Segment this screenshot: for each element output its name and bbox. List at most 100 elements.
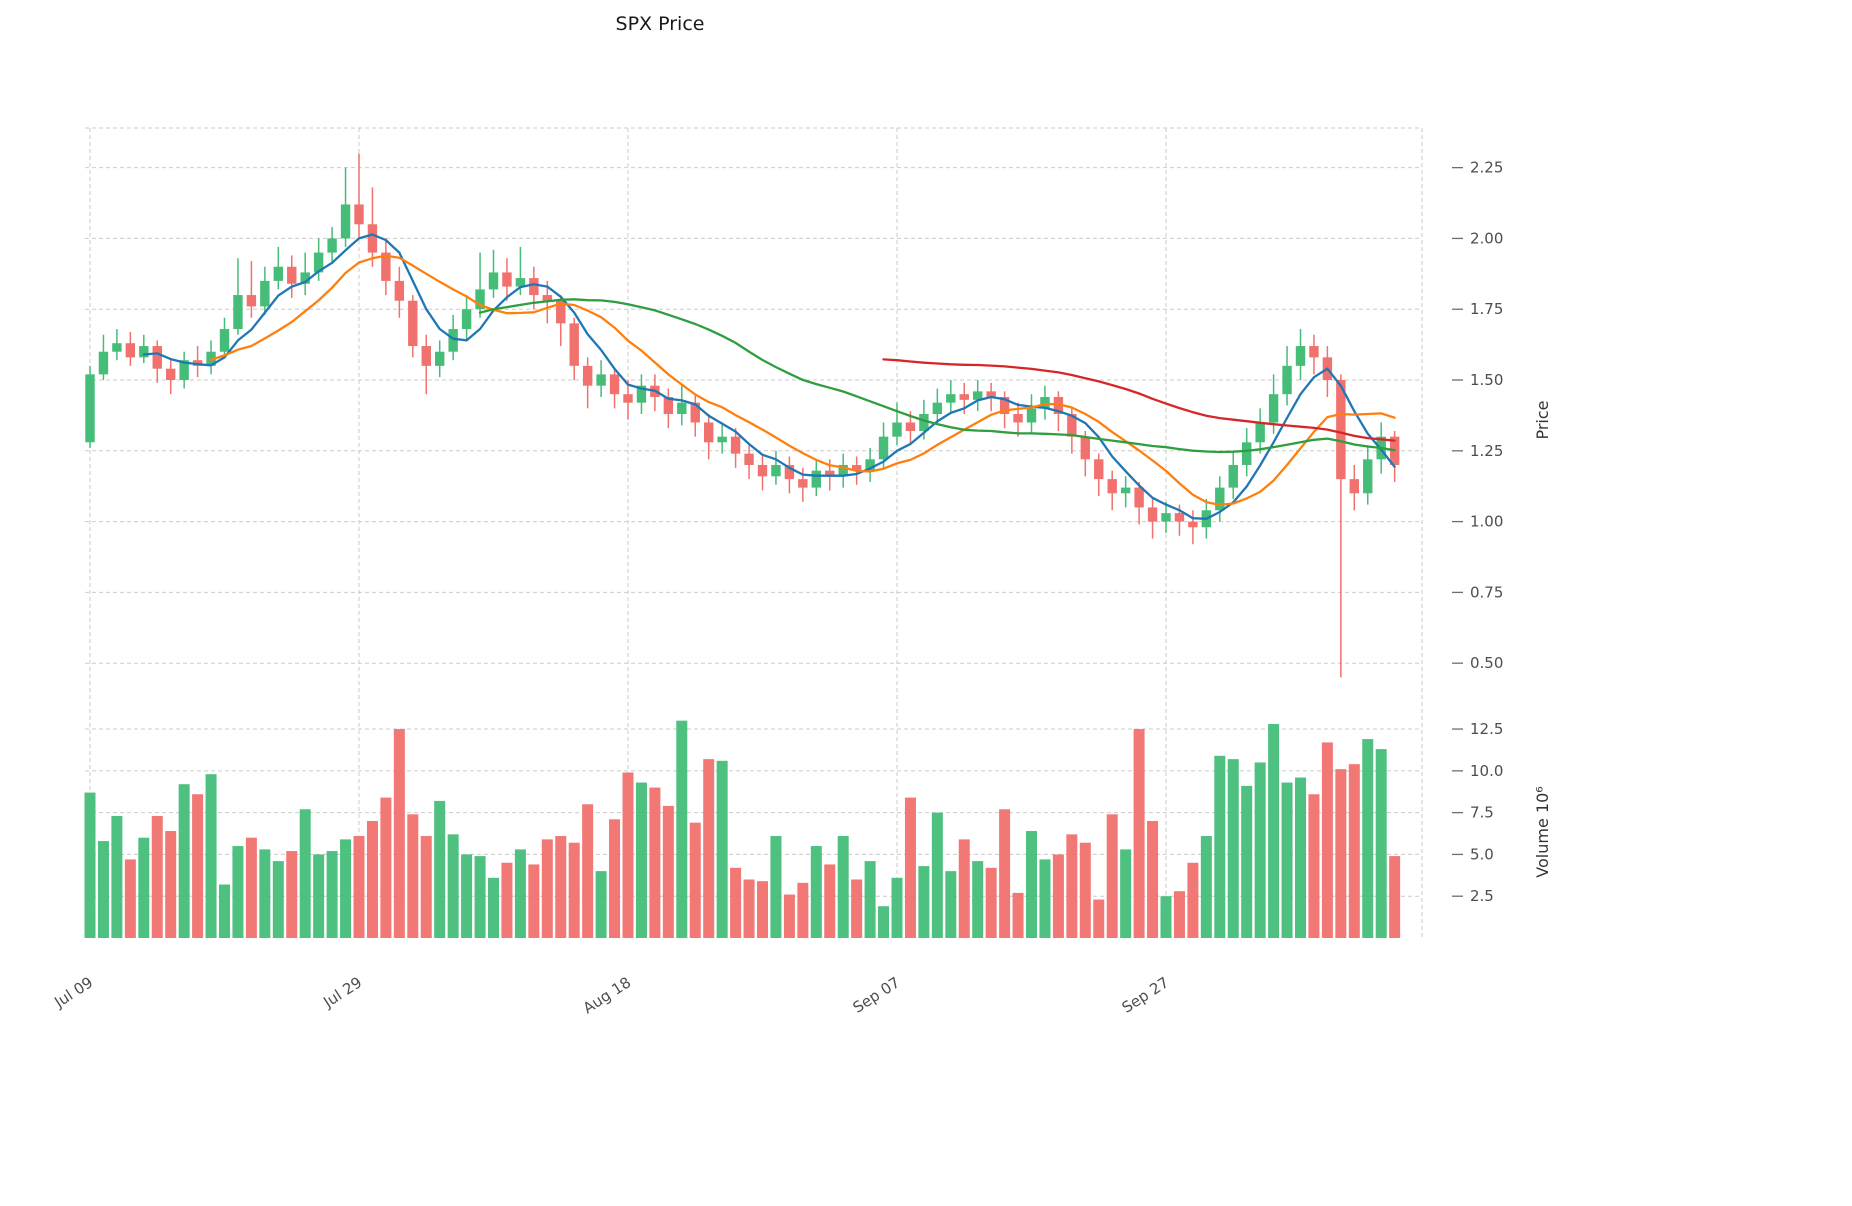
- candle-body: [569, 323, 579, 366]
- candle-body: [529, 278, 539, 296]
- volume-bar: [716, 760, 728, 938]
- candle-body: [1161, 513, 1171, 522]
- volume-bar: [568, 842, 580, 938]
- volume-bar: [1066, 834, 1078, 938]
- volume-bar: [1241, 785, 1253, 938]
- candle-body: [663, 397, 674, 414]
- moving-average-lines: [142, 233, 1396, 520]
- volume-bar: [958, 839, 970, 938]
- candle-body: [435, 351, 445, 366]
- candle-body: [717, 436, 727, 443]
- volume-bar: [649, 787, 661, 938]
- volume-bar: [689, 822, 701, 938]
- candle-body: [515, 278, 526, 287]
- volume-bar: [622, 772, 634, 938]
- candle-body: [1053, 397, 1064, 414]
- volume-tick-label: 5.0: [1470, 845, 1494, 863]
- volume-bar: [1362, 739, 1374, 938]
- candle-body: [152, 346, 162, 369]
- candle-body: [1094, 459, 1104, 480]
- volume-bar: [84, 792, 96, 938]
- candle-body: [85, 374, 95, 443]
- candle-body: [1228, 464, 1238, 488]
- volume-bar: [824, 864, 836, 938]
- volume-bar: [904, 797, 916, 938]
- volume-bar: [1187, 862, 1199, 938]
- volume-bar: [662, 805, 674, 938]
- volume-bar: [770, 836, 782, 938]
- volume-bar: [165, 831, 177, 938]
- candle-body: [461, 309, 472, 330]
- candle-body: [179, 360, 189, 381]
- volume-bar: [945, 871, 957, 938]
- volume-bar: [1268, 724, 1280, 938]
- candle-body: [811, 470, 821, 488]
- volume-bar: [313, 854, 325, 938]
- candle-body: [219, 329, 230, 352]
- candle-body: [1242, 442, 1252, 465]
- volume-series: [84, 720, 1401, 938]
- volume-bar: [1012, 892, 1024, 938]
- volume-bar: [1335, 769, 1347, 938]
- candle-body: [287, 266, 297, 284]
- volume-bar: [1389, 856, 1401, 938]
- volume-bar: [1227, 759, 1239, 938]
- x-tick-label: Jul 29: [319, 973, 365, 1011]
- candle-body: [381, 252, 391, 281]
- volume-bar: [676, 720, 688, 938]
- candle-body: [1215, 487, 1225, 511]
- ma-line-5: [142, 233, 1396, 520]
- volume-bar: [730, 867, 742, 938]
- volume-bar: [864, 861, 876, 938]
- volume-bar: [878, 906, 890, 938]
- candle-body: [905, 422, 916, 431]
- candle-body: [340, 204, 351, 239]
- price-axis: 0.50 0.75 1.00 1.25 1.50 1.75 2.00 2.25: [1452, 159, 1503, 672]
- volume-bar: [1133, 729, 1145, 938]
- candle-body: [354, 204, 364, 225]
- volume-bar: [582, 804, 594, 938]
- volume-bar: [299, 809, 311, 938]
- volume-bar: [541, 839, 553, 938]
- ma-line-10: [209, 254, 1396, 507]
- volume-tick-label: 12.5: [1470, 720, 1503, 738]
- candle-body: [367, 224, 378, 253]
- volume-bar: [703, 759, 715, 938]
- candlestick-series: [85, 153, 1400, 678]
- volume-bar: [474, 856, 486, 938]
- candle-body: [542, 295, 552, 301]
- candle-body: [556, 300, 566, 324]
- volume-bar: [245, 837, 257, 938]
- candle-body: [112, 343, 122, 352]
- candle-body: [1040, 397, 1050, 409]
- candle-body: [636, 385, 647, 403]
- candle-body: [1363, 459, 1373, 494]
- volume-bar: [1039, 859, 1051, 938]
- price-tick-label: 2.00: [1470, 229, 1503, 247]
- candle-body: [582, 365, 593, 386]
- volume-tick-label: 2.5: [1470, 887, 1494, 905]
- candle-body: [798, 479, 808, 488]
- volume-bar: [1200, 836, 1212, 938]
- volume-bar: [393, 729, 405, 938]
- volume-bar: [1147, 820, 1159, 938]
- candle-body: [919, 414, 929, 431]
- candle-body: [260, 280, 270, 307]
- volume-bar: [1160, 896, 1172, 938]
- candle-body: [1147, 507, 1158, 522]
- candle-body: [192, 360, 203, 366]
- candle-body: [408, 300, 418, 347]
- volume-bar: [1375, 749, 1387, 938]
- price-tick-label: 1.75: [1470, 300, 1503, 318]
- volume-bar: [1079, 842, 1091, 938]
- volume-bar: [931, 812, 943, 938]
- candle-body: [596, 374, 606, 386]
- candle-body: [704, 422, 714, 443]
- volume-bar: [1214, 755, 1226, 938]
- volume-bar: [272, 861, 284, 938]
- candle-body: [744, 453, 754, 465]
- volume-bar: [1295, 777, 1306, 938]
- volume-axis-title: Volume 10⁶: [1533, 786, 1552, 877]
